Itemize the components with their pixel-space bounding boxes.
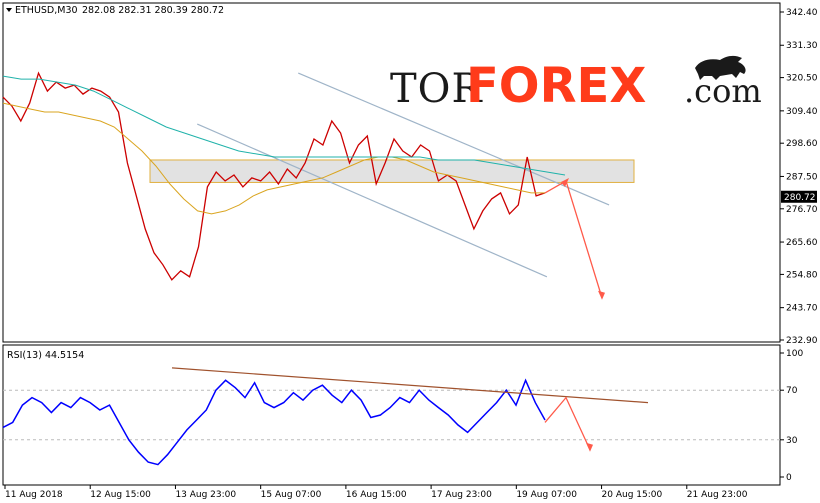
main-y-tick-label: 320.50: [786, 74, 818, 84]
channel-upper-line: [298, 72, 610, 206]
main-y-tick-label: 287.50: [786, 172, 818, 182]
x-axis: 11 Aug 2018 12 Aug 15:00 13 Aug 23:00 15 Au…: [4, 485, 748, 500]
x-tick-label: 17 Aug 23:00: [431, 490, 492, 500]
forecast-arrowhead-2: [598, 290, 605, 300]
forecast-arrowhead-1: [561, 177, 569, 187]
rsi-y-tick-label: 0: [786, 473, 792, 483]
main-y-tick-label: 265.60: [786, 238, 818, 248]
rsi-y-tick-label: 30: [786, 436, 798, 446]
x-tick-label: 19 Aug 07:00: [516, 490, 577, 500]
main-series-2-line: [2, 75, 566, 176]
x-tick-label: 15 Aug 07:00: [261, 490, 322, 500]
main-annotations: [149, 72, 635, 278]
current-price-badge: 280.72: [781, 190, 817, 203]
x-tick-label: 13 Aug 23:00: [175, 490, 236, 500]
main-y-tick-label: 331.30: [786, 41, 818, 51]
main-series-0-line: [2, 71, 546, 281]
x-tick-label: 21 Aug 23:00: [687, 490, 748, 500]
rsi-trendline: [171, 367, 649, 404]
rsi-indicator-label: RSI(13) 44.5154: [7, 350, 84, 361]
main-y-tick-label: 298.60: [786, 139, 818, 149]
x-tick-label: 16 Aug 15:00: [346, 490, 407, 500]
resistance-zone: [149, 159, 635, 183]
main-y-axis: 342.40 331.30 320.50 309.40 298.60 287.50 276.…: [780, 8, 818, 346]
logo-part-tor: TOR: [390, 66, 483, 112]
current-price-label: 280.72: [784, 193, 816, 203]
main-y-tick-label: 254.80: [786, 270, 818, 280]
rsi-series-group: [2, 378, 546, 466]
chart-header: ETHUSD,M30 282.08 282.31 280.39 280.72: [6, 5, 224, 16]
forecast-arrow-rsi: [544, 396, 591, 450]
main-y-tick-label: 243.70: [786, 304, 818, 314]
dropdown-triangle-icon[interactable]: [6, 8, 12, 12]
main-y-tick-label: 342.40: [786, 8, 818, 18]
symbol-label: ETHUSD,M30: [15, 5, 78, 16]
logo-part-forex: FOREX: [466, 58, 646, 114]
channel-lower-line: [197, 123, 548, 278]
rsi-y-axis: 100 70 30 0: [3, 349, 803, 483]
x-tick-label: 12 Aug 15:00: [90, 490, 151, 500]
torforex-logo: TOR FOREX .com: [390, 55, 762, 114]
rsi-arrowhead: [586, 442, 593, 452]
main-series-group: [2, 71, 605, 300]
main-y-tick-label: 309.40: [786, 107, 818, 117]
rsi-annotations: [171, 367, 649, 452]
rsi-y-tick-label: 70: [786, 386, 798, 396]
rsi-y-tick-label: 100: [786, 349, 803, 359]
main-series-1-line: [2, 102, 545, 215]
ohlc-label: 282.08 282.31 280.39 280.72: [82, 5, 224, 16]
bull-icon: [695, 55, 746, 80]
rsi-series-line: [2, 378, 546, 466]
main-y-tick-label: 232.90: [786, 336, 818, 346]
x-tick-label: 20 Aug 15:00: [602, 490, 663, 500]
main-y-tick-label: 276.70: [786, 205, 818, 215]
x-tick-label: 11 Aug 2018: [5, 490, 63, 500]
rsi-panel-frame: [2, 344, 781, 486]
logo-part-com: .com: [684, 72, 762, 110]
